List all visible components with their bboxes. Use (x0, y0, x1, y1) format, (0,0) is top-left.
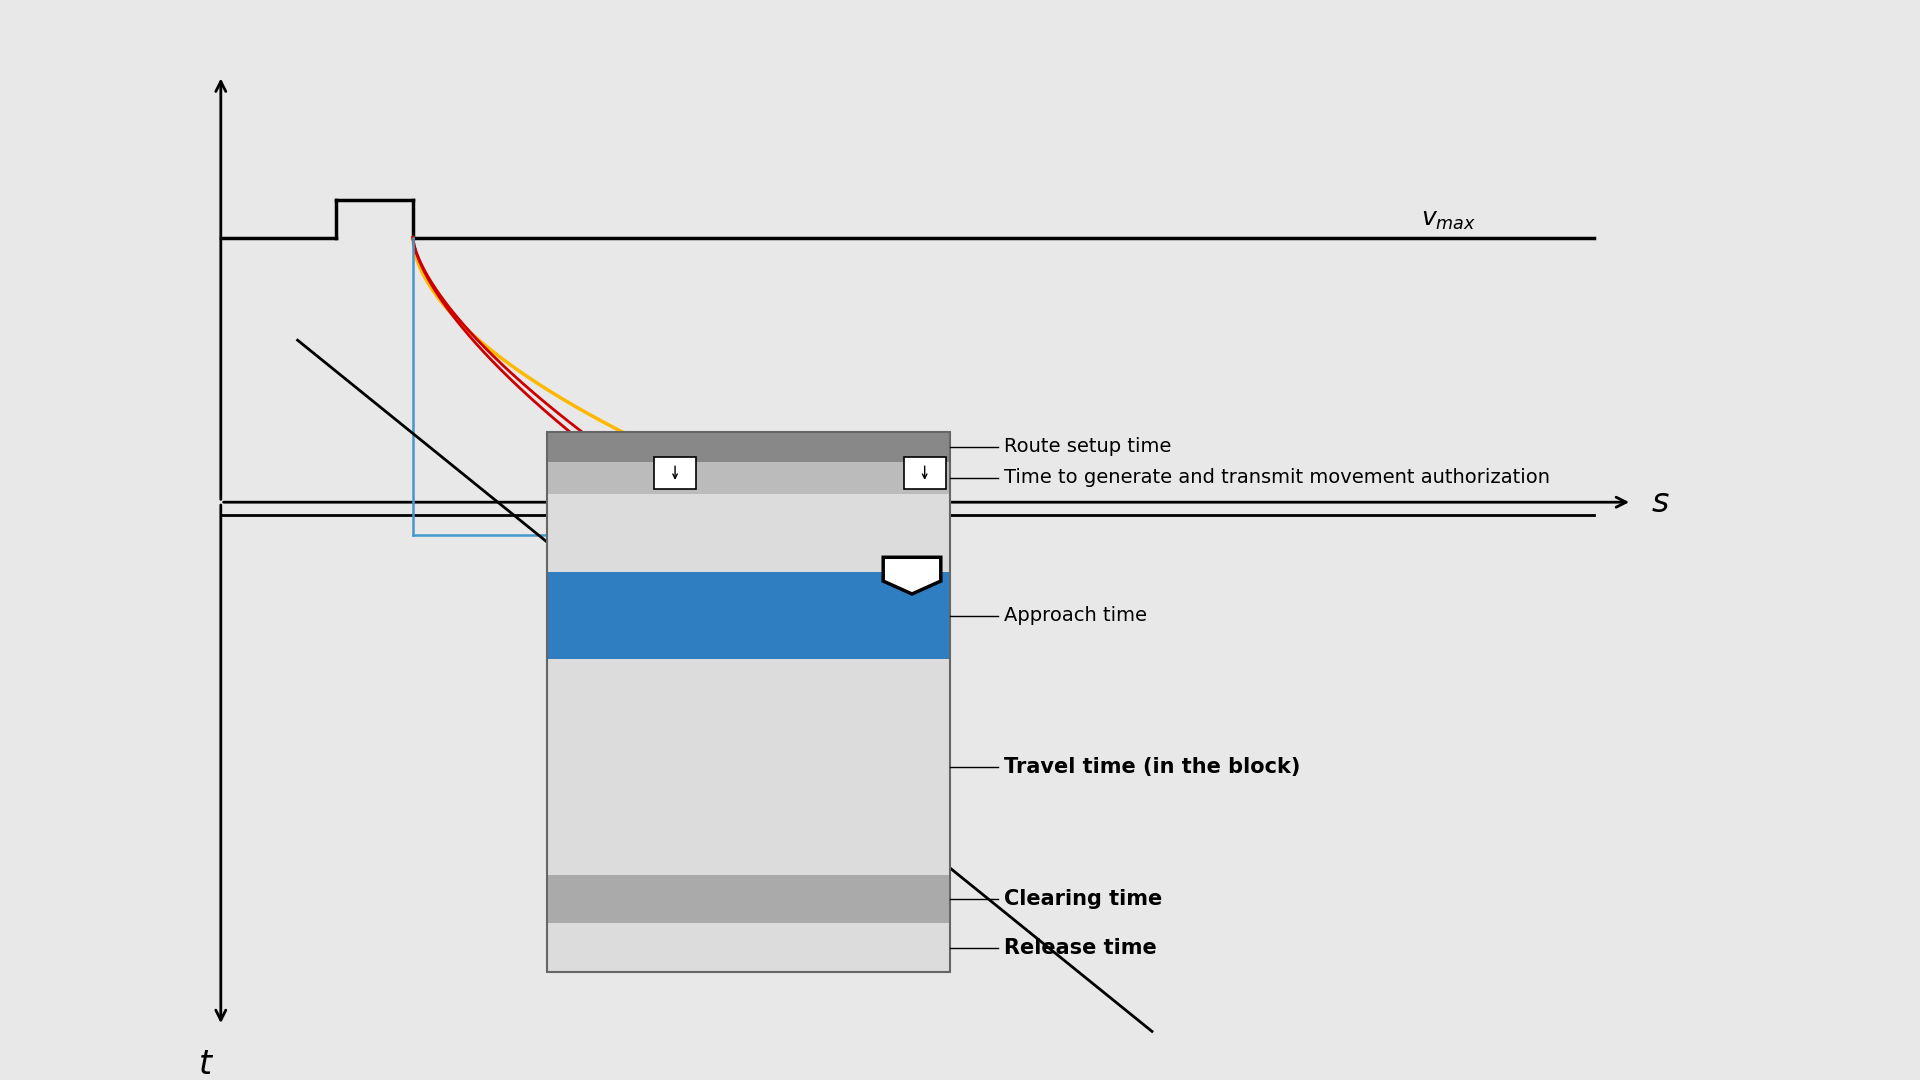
Bar (547, 462, 950, 495)
Bar (655, 457, 697, 489)
Bar (547, 659, 950, 875)
Text: t: t (200, 1048, 211, 1080)
Text: Route setup time: Route setup time (1004, 437, 1171, 457)
Bar (547, 495, 950, 572)
Bar (547, 875, 950, 923)
Text: Release time: Release time (1004, 937, 1158, 958)
Bar (904, 457, 947, 489)
Polygon shape (883, 557, 941, 594)
Bar (547, 432, 950, 462)
Text: $v_{max}$: $v_{max}$ (1421, 208, 1476, 232)
Text: Approach time: Approach time (1004, 606, 1146, 625)
Text: s: s (1651, 486, 1668, 518)
Text: Time to generate and transmit movement authorization: Time to generate and transmit movement a… (1004, 469, 1549, 487)
Text: Clearing time: Clearing time (1004, 889, 1162, 909)
Bar (547, 572, 950, 659)
Text: Travel time (in the block): Travel time (in the block) (1004, 757, 1300, 777)
Bar (547, 923, 950, 972)
Bar (547, 432, 950, 972)
